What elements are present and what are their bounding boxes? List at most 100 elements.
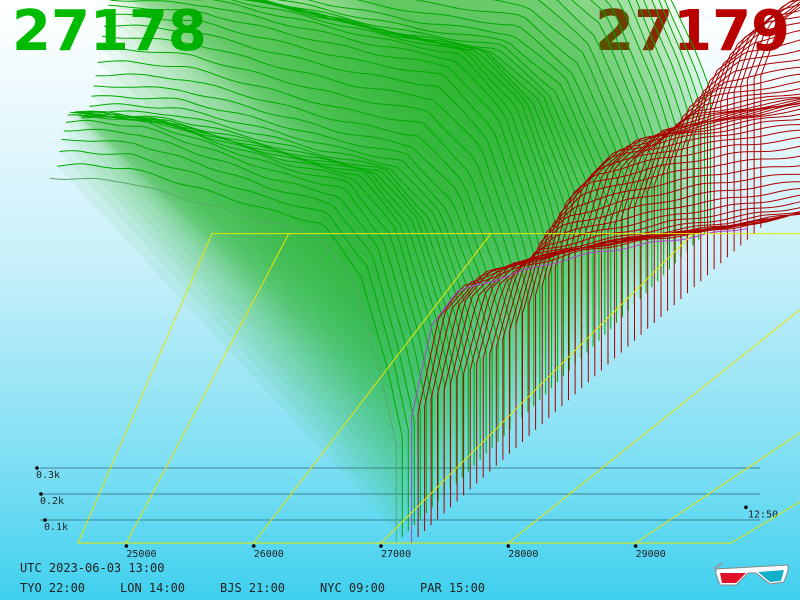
ask-depth-trace [574,108,800,395]
ask-depth-trace [634,96,800,341]
ask-depth-trace [667,66,800,311]
ask-depth-trace [640,93,800,335]
price-tick-label: 25000 [126,549,156,560]
ask-depth-trace [535,145,800,430]
depth-tick-label: 0.1k [44,522,68,533]
bid-depth-trace [154,0,606,335]
ask-depth-trace [680,49,800,299]
bid-depth-trace [362,0,700,240]
price-tick-label: 29000 [636,549,666,560]
time-tick [744,505,748,510]
depth-tick-label: 0.2k [40,496,64,507]
floor-frame [77,233,800,544]
ask-depth-trace [653,80,800,323]
bid-depth-trace [116,0,559,383]
ask-depth-trace [707,16,800,276]
ask-depth-trace [515,173,800,448]
paris-clock: PAR 15:00 [420,581,486,595]
bid-depth-trace [61,138,415,526]
bid-depth-trace [316,0,670,270]
ask-depth-trace [607,102,800,365]
ask-depth-trace [522,165,800,442]
bid-depth-trace [106,13,541,401]
bid-depth-trace [87,110,487,454]
bid-depth-trace [356,0,694,246]
bid-price: 27178 [12,0,207,64]
ask-depth-trace [726,0,800,258]
ask-depth-trace [713,10,800,270]
bid-depth-trace [49,177,397,543]
ask-depth-trace [489,201,800,472]
bid-depth-trace [99,47,523,419]
bid-depth-trace [63,128,421,520]
ask-depth-trace [620,98,800,353]
ask-depth-trace [600,103,800,371]
bid-depth-trace [285,0,659,282]
ask-depth-trace [720,3,800,264]
bid-depth-trace [300,0,665,276]
bid-depth-trace [228,0,641,299]
newyork-clock: NYC 09:00 [320,581,386,595]
price-gridline [125,233,290,544]
price-tick [633,544,638,548]
price-tick-label: 28000 [508,549,538,560]
bid-depth-trace [162,0,612,329]
ask-depth-trace [693,29,800,288]
ask-depth-trace [700,22,800,282]
depth-tick-label: 0.3k [36,470,60,481]
ask-depth-trace [687,39,800,294]
price-tick-label: 27000 [381,549,411,560]
bid-depth-trace [59,150,409,532]
price-gridline [635,432,800,544]
ask-depth-trace [673,59,800,305]
ask-depth-trace [541,136,800,424]
bid-depth-trace [70,111,439,502]
time-axis: 12:0012:1012:2012:3012:4012:50 [744,505,778,520]
bid-depth-trace [130,0,576,365]
ask-depth-trace [647,88,800,329]
bid-depth-trace [95,73,511,430]
depth-tick [35,466,39,470]
bid-depth-trace [97,60,517,424]
3d-glasses-icon[interactable] [712,560,792,590]
ask-depth-trace [508,181,800,454]
price-gridline [253,233,492,544]
ask-depth-trace [660,73,800,317]
price-tick [124,544,129,548]
utc-clock: UTC 2023-06-03 13:00 [20,561,165,575]
ask-depth-trace [482,207,800,478]
price-tick [379,544,383,548]
price-grid: 25000 26000 27000 28000 29000 [77,233,800,560]
ask-depth-trace [627,97,800,347]
ask-depth-trace [424,218,769,532]
bid-depth-trace [268,0,653,288]
bid-depth-trace [366,0,706,234]
ask-depth-trace [437,215,789,520]
depth-axis: 0.1k 0.2k 0.3k [35,466,760,533]
ask-depth-trace [568,113,800,401]
ask-depth-trace [495,194,800,466]
beijing-clock: BJS 21:00 [220,581,286,595]
bid-depth-trace [340,0,682,258]
depth-traces [49,0,800,543]
bid-depth-trace [57,163,403,537]
price-tick [506,544,511,548]
ask-depth-trace [528,155,800,436]
bid-depth-trace [65,119,427,514]
ask-depth-trace [548,129,800,419]
depth-tick [43,518,47,522]
ask-depth-trace [417,221,759,537]
price-tick [251,544,256,548]
price-tick-label: 26000 [254,549,284,560]
ask-depth-trace [411,228,748,543]
time-tick-label: 12:50 [748,509,778,520]
price-gridline [380,233,694,544]
depth-tick [39,492,43,496]
ask-depth-trace [554,123,800,413]
london-clock: LON 14:00 [120,581,186,595]
bid-depth-trace [371,0,711,228]
price-gridline [507,309,800,544]
tokyo-clock: TYO 22:00 [20,581,86,595]
ask-depth-trace [581,104,800,389]
